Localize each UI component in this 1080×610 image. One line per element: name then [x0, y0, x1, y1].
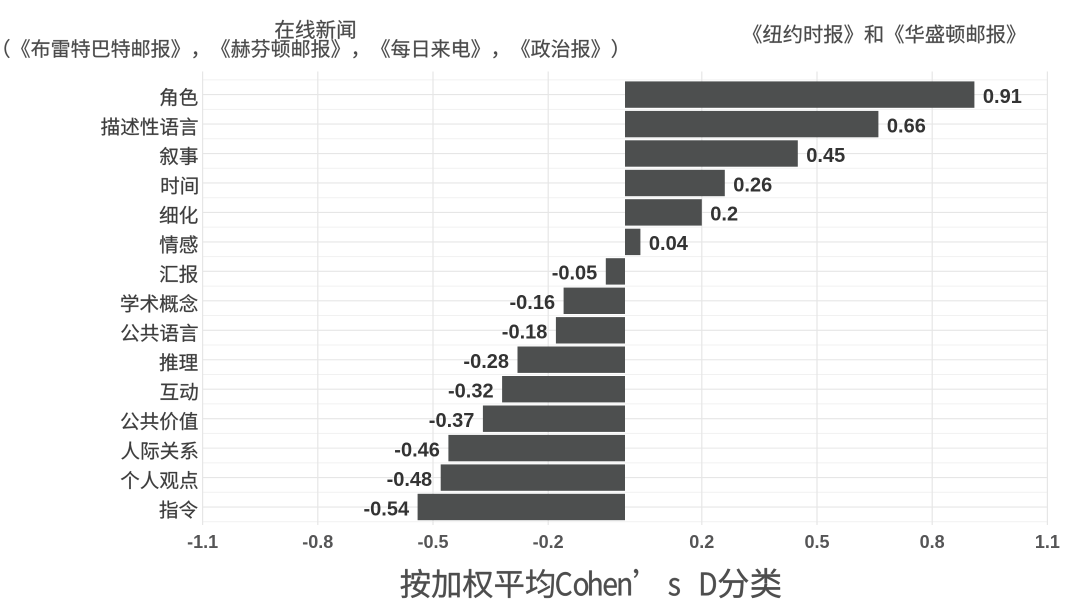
svg-text:1.1: 1.1 — [1035, 532, 1060, 552]
svg-text:-0.37: -0.37 — [429, 410, 475, 432]
svg-text:0.91: 0.91 — [983, 86, 1022, 108]
svg-text:-0.05: -0.05 — [552, 263, 598, 285]
svg-text:0.26: 0.26 — [733, 174, 772, 196]
svg-text:-0.16: -0.16 — [510, 292, 556, 314]
svg-text:-0.32: -0.32 — [448, 381, 494, 403]
svg-text:0.8: 0.8 — [920, 532, 945, 552]
svg-text:-0.2: -0.2 — [533, 532, 564, 552]
svg-text:-0.54: -0.54 — [364, 498, 410, 520]
svg-text:0.04: 0.04 — [649, 233, 689, 255]
svg-text:0.45: 0.45 — [806, 145, 845, 167]
svg-text:-0.5: -0.5 — [417, 532, 448, 552]
svg-text:0.66: 0.66 — [887, 115, 926, 137]
svg-text:-0.46: -0.46 — [394, 439, 440, 461]
svg-text:0.2: 0.2 — [710, 204, 738, 226]
svg-text:0.2: 0.2 — [689, 532, 714, 552]
svg-text:-0.48: -0.48 — [387, 469, 433, 491]
svg-text:-0.18: -0.18 — [502, 322, 548, 344]
svg-text:-0.28: -0.28 — [463, 351, 509, 373]
svg-text:-1.1: -1.1 — [187, 532, 218, 552]
svg-text:0.5: 0.5 — [804, 532, 829, 552]
svg-text:-0.8: -0.8 — [302, 532, 333, 552]
